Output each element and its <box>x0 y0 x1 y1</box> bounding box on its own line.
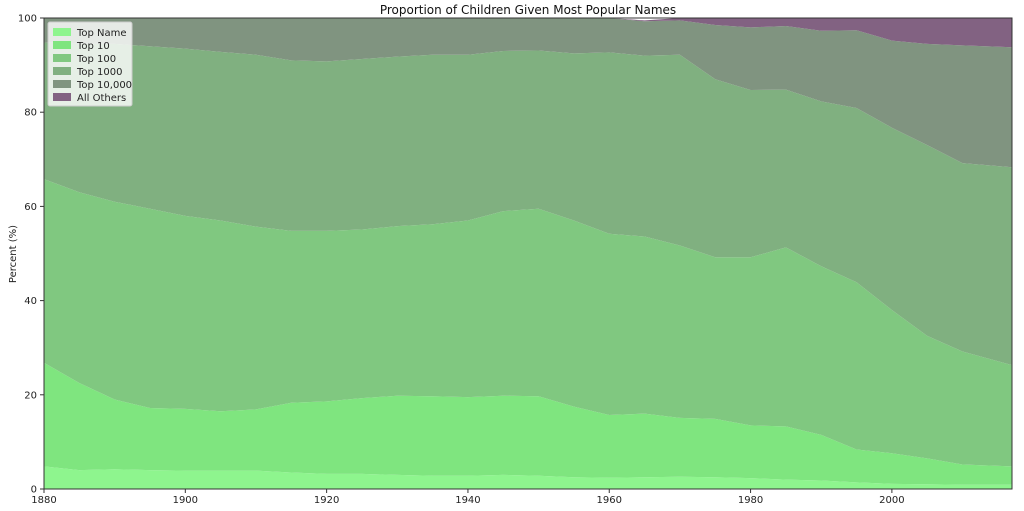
legend-swatch <box>53 41 71 49</box>
x-tick-label: 1940 <box>455 495 480 506</box>
y-tick-label: 40 <box>24 296 37 307</box>
y-axis: 0 20 40 60 80 100 <box>18 14 44 496</box>
legend-label: Top 10 <box>76 41 110 52</box>
y-tick-label: 100 <box>18 14 37 25</box>
legend: Top Name Top 10 Top 100 Top 1000 Top 10,000 A… <box>47 21 133 107</box>
legend-swatch <box>53 93 71 101</box>
legend-label: All Others <box>77 93 126 104</box>
legend-label: Top 100 <box>76 54 116 65</box>
y-tick-label: 0 <box>31 485 37 496</box>
area-series-3 <box>44 42 1012 366</box>
x-tick-label: 1980 <box>738 495 763 506</box>
x-tick-label: 1920 <box>314 495 339 506</box>
y-tick-label: 60 <box>24 202 37 213</box>
area-series-4 <box>44 18 1012 168</box>
y-tick-label: 80 <box>24 108 37 119</box>
x-tick-label: 2000 <box>879 495 904 506</box>
legend-swatch <box>53 54 71 62</box>
legend-swatch <box>53 28 71 36</box>
x-tick-label: 1900 <box>173 495 198 506</box>
area-series-1 <box>44 362 1012 485</box>
area-series-0 <box>44 466 1012 489</box>
legend-swatch <box>53 67 71 75</box>
x-tick-label: 1880 <box>31 495 56 506</box>
area-series-5 <box>44 18 1012 48</box>
plot-frame <box>43 17 1013 490</box>
y-axis-label: Percent (%) <box>8 225 19 283</box>
legend-label: Top 1000 <box>76 67 123 78</box>
legend-label: Top 10,000 <box>76 80 132 91</box>
x-tick-label: 1960 <box>597 495 622 506</box>
x-axis: 1880 1900 1920 1940 1960 1980 2000 <box>31 489 905 506</box>
y-tick-label: 20 <box>24 390 37 401</box>
legend-swatch <box>53 80 71 88</box>
area-series-group <box>44 18 1012 489</box>
legend-label: Top Name <box>76 28 127 39</box>
area-series-2 <box>44 179 1012 467</box>
chart-title: Proportion of Children Given Most Popula… <box>380 3 676 17</box>
